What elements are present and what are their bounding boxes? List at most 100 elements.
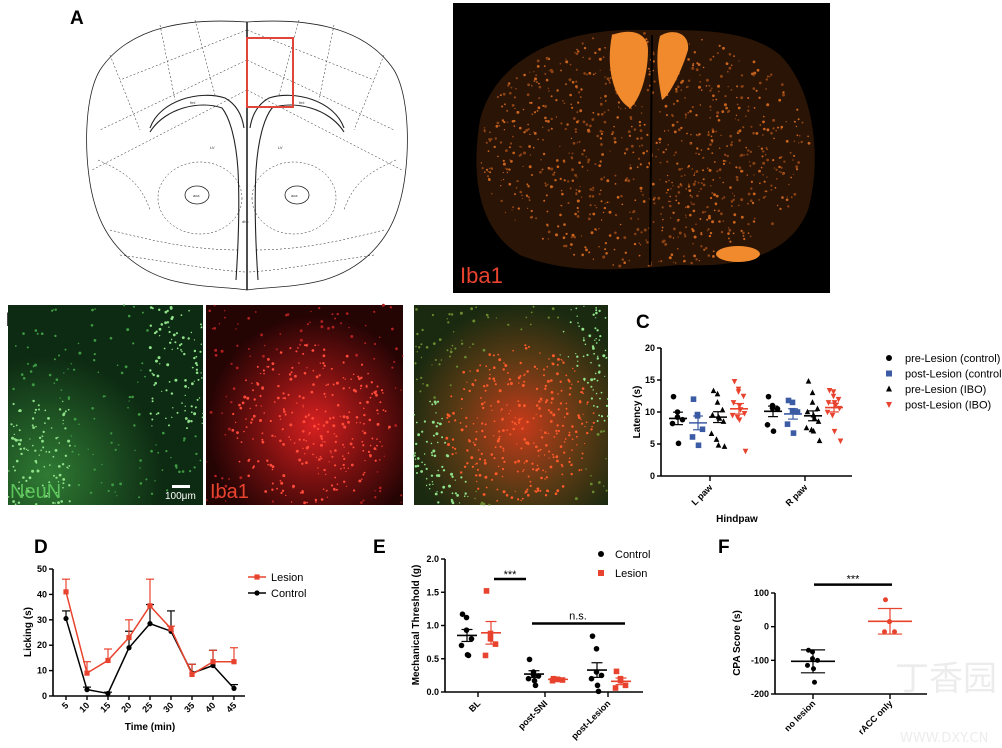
speckle xyxy=(46,492,49,495)
speckle xyxy=(581,327,585,331)
speckle xyxy=(571,168,574,172)
speckle xyxy=(345,354,349,358)
speckle xyxy=(509,159,511,161)
speckle xyxy=(118,444,120,446)
speckle xyxy=(561,192,564,196)
speckle xyxy=(604,375,606,377)
speckle xyxy=(557,393,559,395)
speckle xyxy=(63,412,66,415)
speckle xyxy=(711,141,713,143)
speckle xyxy=(793,192,797,196)
speckle xyxy=(530,209,533,213)
data-point xyxy=(837,438,844,445)
speckle xyxy=(597,355,599,357)
speckle xyxy=(127,406,129,409)
speckle xyxy=(590,428,593,431)
speckle xyxy=(224,433,227,436)
speckle xyxy=(482,493,486,496)
speckle xyxy=(141,311,144,314)
data-point xyxy=(458,642,465,649)
speckle xyxy=(273,401,276,403)
speckle xyxy=(611,133,614,136)
speckle xyxy=(525,490,528,493)
speckle xyxy=(535,468,538,472)
speckle xyxy=(506,404,508,406)
speckle xyxy=(581,42,584,45)
speckle xyxy=(464,355,467,359)
speckle xyxy=(643,32,646,35)
speckle xyxy=(562,361,565,364)
speckle xyxy=(602,130,604,133)
speckle xyxy=(166,321,170,324)
speckle xyxy=(184,394,186,397)
data-point xyxy=(690,396,697,402)
speckle xyxy=(600,415,604,418)
speckle xyxy=(431,403,434,406)
speckle xyxy=(544,387,547,390)
speckle xyxy=(540,159,542,161)
speckle xyxy=(604,82,607,85)
speckle xyxy=(620,195,623,198)
speckle xyxy=(77,453,80,456)
speckle xyxy=(780,125,784,129)
speckle xyxy=(512,427,515,431)
speckle xyxy=(557,316,560,319)
speckle xyxy=(576,111,579,114)
y-axis-label: Licking (s) xyxy=(23,607,34,657)
speckle xyxy=(798,135,801,137)
speckle xyxy=(639,186,643,190)
brain-atlas-diagram xyxy=(86,19,408,291)
speckle xyxy=(306,501,308,504)
y-tick-label: 0.0 xyxy=(426,687,439,697)
data-point xyxy=(836,405,843,412)
speckle xyxy=(248,348,250,350)
speckle xyxy=(490,138,493,141)
speckle xyxy=(252,414,256,418)
speckle xyxy=(546,379,550,383)
speckle xyxy=(290,501,293,503)
speckle xyxy=(565,402,568,405)
panel-label-c: C xyxy=(636,312,650,333)
speckle xyxy=(702,66,705,69)
speckle xyxy=(519,145,522,148)
speckle xyxy=(474,463,476,465)
speckle xyxy=(542,138,544,141)
speckle xyxy=(691,203,693,205)
speckle xyxy=(760,166,763,169)
data-point xyxy=(740,393,747,400)
x-tick-label: BL xyxy=(467,698,483,714)
atlas-right-hemisphere xyxy=(246,19,408,291)
speckle xyxy=(190,405,193,408)
speckle xyxy=(753,71,757,75)
speckle xyxy=(562,330,565,333)
significance-label: n.s. xyxy=(569,611,587,623)
speckle xyxy=(246,396,250,400)
speckle xyxy=(576,364,579,367)
speckle xyxy=(475,462,478,465)
speckle xyxy=(369,444,372,447)
speckle xyxy=(662,151,665,154)
speckle xyxy=(793,154,796,157)
speckle xyxy=(565,83,567,86)
speckle xyxy=(600,219,603,221)
speckle xyxy=(45,450,48,453)
speckle xyxy=(616,236,620,240)
speckle xyxy=(523,374,525,377)
speckle xyxy=(288,373,292,376)
speckle xyxy=(606,77,610,81)
speckle xyxy=(522,470,524,473)
data-point xyxy=(825,400,832,406)
speckle xyxy=(151,397,154,400)
speckle xyxy=(71,450,74,453)
speckle xyxy=(637,218,640,220)
speckle xyxy=(592,189,594,192)
speckle xyxy=(722,181,724,184)
speckle xyxy=(19,447,22,451)
speckle xyxy=(251,418,254,421)
speckle xyxy=(553,436,556,438)
atlas-label: aca xyxy=(291,193,298,198)
speckle xyxy=(560,204,562,207)
speckle xyxy=(720,230,724,234)
y-tick-label: 10 xyxy=(645,407,655,417)
iba1-speckles xyxy=(480,32,811,268)
